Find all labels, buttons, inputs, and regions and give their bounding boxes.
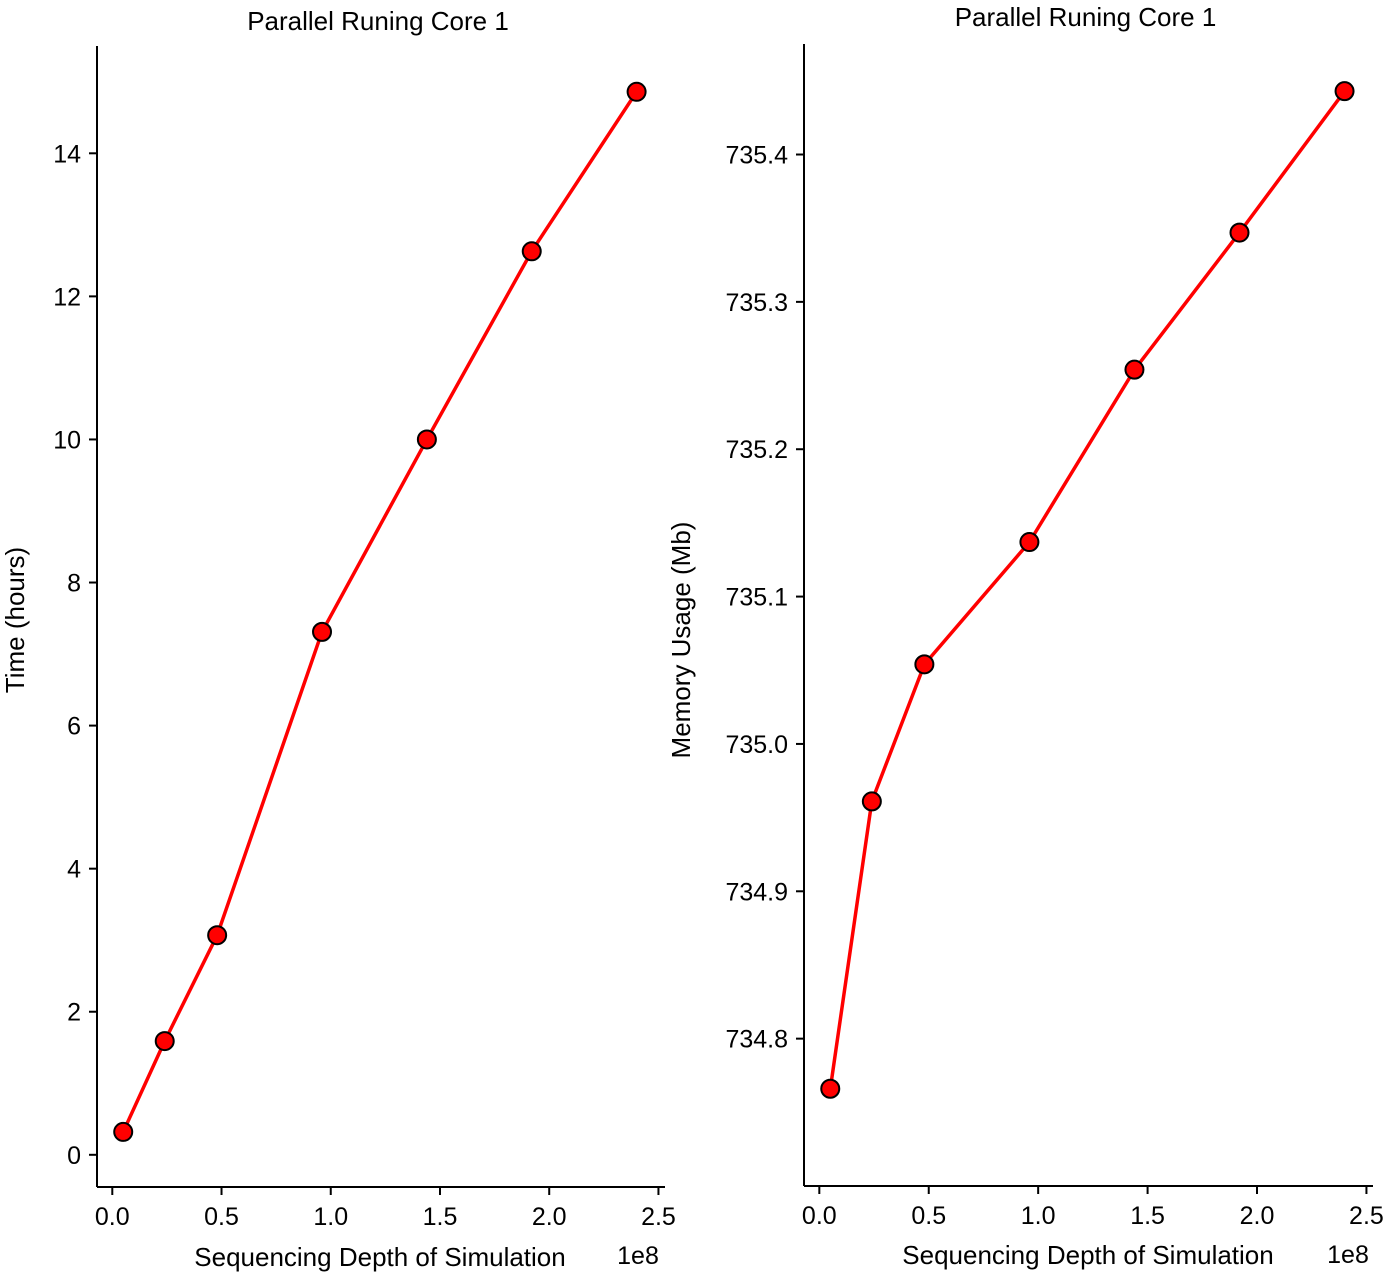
time-chart: 0.0 0.5 1.0 1.5 2.0 2.5 0 2 4 6 8 10 12 14 Parallel Ru… bbox=[0, 6, 676, 1272]
time-y-tick-label: 10 bbox=[53, 426, 81, 454]
time-x-tick-label: 2.5 bbox=[641, 1203, 676, 1231]
time-series-line bbox=[121, 90, 639, 1133]
memory-data-point bbox=[1019, 532, 1040, 553]
time-y-tick-label: 4 bbox=[67, 856, 81, 884]
time-y-tick-label: 14 bbox=[53, 140, 81, 168]
time-y-tick-label: 0 bbox=[67, 1142, 81, 1170]
time-x-tick-label: 1.0 bbox=[313, 1203, 348, 1231]
time-x-tick-label: 2.0 bbox=[532, 1203, 567, 1231]
memory-x-tick-label: 1.0 bbox=[1021, 1202, 1056, 1230]
time-data-point bbox=[521, 241, 542, 262]
time-x-tick-label: 0.5 bbox=[204, 1203, 239, 1231]
memory-x-tick-label: 1.5 bbox=[1130, 1202, 1165, 1230]
time-data-point bbox=[312, 621, 333, 642]
memory-x-tick-label: 0.0 bbox=[802, 1202, 837, 1230]
memory-chart: 0.0 0.5 1.0 1.5 2.0 2.5 734.8 734.9 735.0 735.1 73… bbox=[666, 2, 1384, 1270]
time-data-point bbox=[207, 925, 228, 946]
memory-x-tick-label: 2.0 bbox=[1240, 1202, 1275, 1230]
time-x-tick-label: 1.5 bbox=[423, 1203, 458, 1231]
memory-y-tick-label: 734.9 bbox=[725, 878, 788, 906]
time-data-point bbox=[626, 81, 647, 102]
memory-y-tick-label: 735.3 bbox=[725, 289, 788, 317]
time-y-tick-label: 6 bbox=[67, 713, 81, 741]
memory-x-tick-label: 2.5 bbox=[1349, 1202, 1384, 1230]
time-data-point bbox=[416, 429, 437, 450]
time-y-tick-label: 2 bbox=[67, 999, 81, 1027]
memory-y-tick-label: 735.2 bbox=[725, 436, 788, 464]
time-chart-title: Parallel Runing Core 1 bbox=[247, 6, 509, 36]
time-y-tick-label: 8 bbox=[67, 570, 81, 598]
memory-data-point bbox=[1229, 222, 1250, 243]
memory-data-point bbox=[914, 654, 935, 675]
memory-y-tick-label: 735.0 bbox=[725, 731, 788, 759]
time-x-tick-label: 0.0 bbox=[95, 1203, 130, 1231]
memory-data-point bbox=[1124, 359, 1145, 380]
memory-data-point bbox=[820, 1078, 841, 1099]
memory-x-offset-label: 1e8 bbox=[1327, 1241, 1369, 1269]
memory-data-point bbox=[861, 791, 882, 812]
memory-y-axis-title: Memory Usage (Mb) bbox=[666, 522, 696, 759]
time-data-point bbox=[113, 1121, 134, 1142]
time-y-axis-title: Time (hours) bbox=[0, 547, 30, 693]
memory-series-line bbox=[828, 90, 1347, 1089]
memory-y-tick-label: 735.1 bbox=[725, 584, 788, 612]
memory-x-axis-title: Sequencing Depth of Simulation bbox=[902, 1240, 1273, 1270]
memory-y-tick-label: 735.4 bbox=[725, 142, 788, 170]
memory-y-tick-label: 734.8 bbox=[725, 1026, 788, 1054]
time-data-point bbox=[154, 1031, 175, 1052]
time-y-tick-label: 12 bbox=[53, 283, 81, 311]
time-x-axis-title: Sequencing Depth of Simulation bbox=[194, 1242, 565, 1272]
time-x-offset-label: 1e8 bbox=[617, 1242, 659, 1270]
memory-chart-title: Parallel Runing Core 1 bbox=[955, 2, 1217, 32]
memory-x-tick-label: 0.5 bbox=[911, 1202, 946, 1230]
memory-data-point bbox=[1334, 81, 1355, 102]
